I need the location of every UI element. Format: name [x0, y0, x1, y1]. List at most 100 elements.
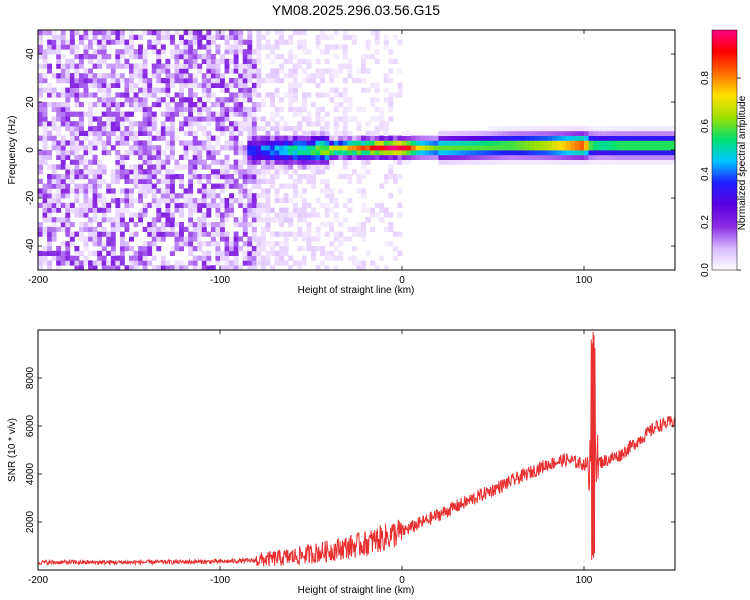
heatmap-cell [256, 49, 262, 55]
heatmap-cell [306, 130, 312, 136]
heatmap-cell [110, 246, 116, 252]
heatmap-cell [69, 126, 75, 132]
heatmap-cell [188, 34, 194, 40]
heatmap-cell [593, 150, 599, 156]
heatmap-cell [138, 68, 144, 74]
heatmap-cell [188, 241, 194, 247]
heatmap-cell [129, 54, 134, 60]
heatmap-cell [515, 150, 521, 156]
heatmap-cell [74, 82, 80, 88]
snr-xtick-label: -100 [210, 575, 230, 586]
heatmap-cell [229, 183, 235, 189]
heatmap-cell [361, 207, 366, 213]
heatmap-cell [210, 34, 216, 40]
heatmap-cell [342, 92, 348, 98]
heatmap-cell [329, 87, 335, 93]
heatmap-cell [370, 102, 376, 108]
heatmap-cell [147, 260, 153, 266]
heatmap-cell [160, 78, 166, 84]
heatmap-cell [151, 174, 157, 180]
heatmap-cell [220, 255, 225, 261]
heatmap-cell [438, 135, 444, 141]
heatmap-cell [388, 116, 394, 122]
heatmap-cell [506, 154, 512, 160]
heatmap-cell [124, 150, 130, 156]
heatmap-cell [169, 169, 175, 175]
heatmap-cell [597, 135, 603, 141]
heatmap-cell [142, 78, 148, 84]
heatmap-cell [461, 145, 467, 151]
heatmap-cell [101, 164, 107, 170]
heatmap-cell [511, 130, 517, 136]
heatmap-cell [297, 226, 303, 232]
heatmap-cell [69, 188, 75, 194]
heatmap-cell [133, 183, 139, 189]
heatmap-cell [247, 222, 253, 228]
heatmap-cell [306, 178, 312, 184]
heatmap-cell [265, 39, 271, 45]
heatmap-cell [520, 159, 526, 165]
heatmap-cell [115, 92, 121, 98]
heatmap-cell [47, 82, 53, 88]
heatmap-cell [188, 188, 194, 194]
heatmap-cell [74, 135, 80, 141]
heatmap-cell [224, 154, 230, 160]
heatmap-cell [97, 126, 103, 132]
heatmap-cell [115, 106, 121, 112]
heatmap-cell [129, 212, 134, 218]
heatmap-cell [74, 198, 80, 204]
heatmap-cell [629, 130, 635, 136]
heatmap-cell [106, 39, 112, 45]
heatmap-cell [433, 135, 439, 141]
heatmap-cell [311, 78, 316, 84]
heatmap-cell [138, 102, 144, 108]
heatmap-cell [92, 260, 98, 266]
heatmap-cell [97, 82, 103, 88]
heatmap-cell [297, 154, 303, 160]
heatmap-cell [192, 135, 198, 141]
heatmap-cell [365, 154, 371, 160]
heatmap-cell [283, 217, 289, 223]
heatmap-cell [342, 202, 348, 208]
heatmap-cell [256, 207, 262, 213]
heatmap-cell [133, 73, 139, 79]
heatmap-cell [83, 260, 89, 266]
heatmap-cell [124, 241, 130, 247]
heatmap-cell [92, 169, 98, 175]
heatmap-cell [543, 126, 548, 132]
heatmap-cell [197, 231, 203, 237]
heatmap-cell [115, 111, 121, 117]
heatmap-cell [110, 250, 116, 256]
heatmap-cell [247, 164, 253, 170]
heatmap-cell [338, 44, 344, 50]
heatmap-cell [392, 140, 398, 146]
heatmap-cell [279, 63, 285, 69]
heatmap-cell [265, 44, 271, 50]
heatmap-cell [260, 135, 266, 141]
colorbar: 0.00.20.40.60.8 Normalized spectral ampl… [700, 29, 748, 277]
heatmap-cell [65, 183, 71, 189]
heatmap-cell [374, 212, 380, 218]
heatmap-cell [60, 78, 66, 84]
heatmap-cell [119, 188, 125, 194]
heatmap-cell [274, 130, 280, 136]
heatmap-cell [169, 130, 175, 136]
heatmap-cell [106, 87, 112, 93]
heatmap-cell [238, 150, 244, 156]
heatmap-cell [192, 34, 198, 40]
heatmap-cell [220, 34, 225, 40]
heatmap-cell [497, 130, 503, 136]
heatmap-cell [561, 154, 567, 160]
heatmap-cell [88, 169, 93, 175]
heatmap-cell [524, 135, 530, 141]
heatmap-cell [320, 135, 326, 141]
heatmap-cell [233, 217, 239, 223]
heatmap-cell [652, 154, 658, 160]
heatmap-cell [579, 159, 585, 165]
heatmap-cell [65, 246, 71, 252]
heatmap-cell [488, 154, 494, 160]
heatmap-cell [233, 44, 239, 50]
heatmap-cell [242, 111, 248, 117]
heatmap-cell [570, 150, 576, 156]
heatmap-cell [133, 250, 139, 256]
